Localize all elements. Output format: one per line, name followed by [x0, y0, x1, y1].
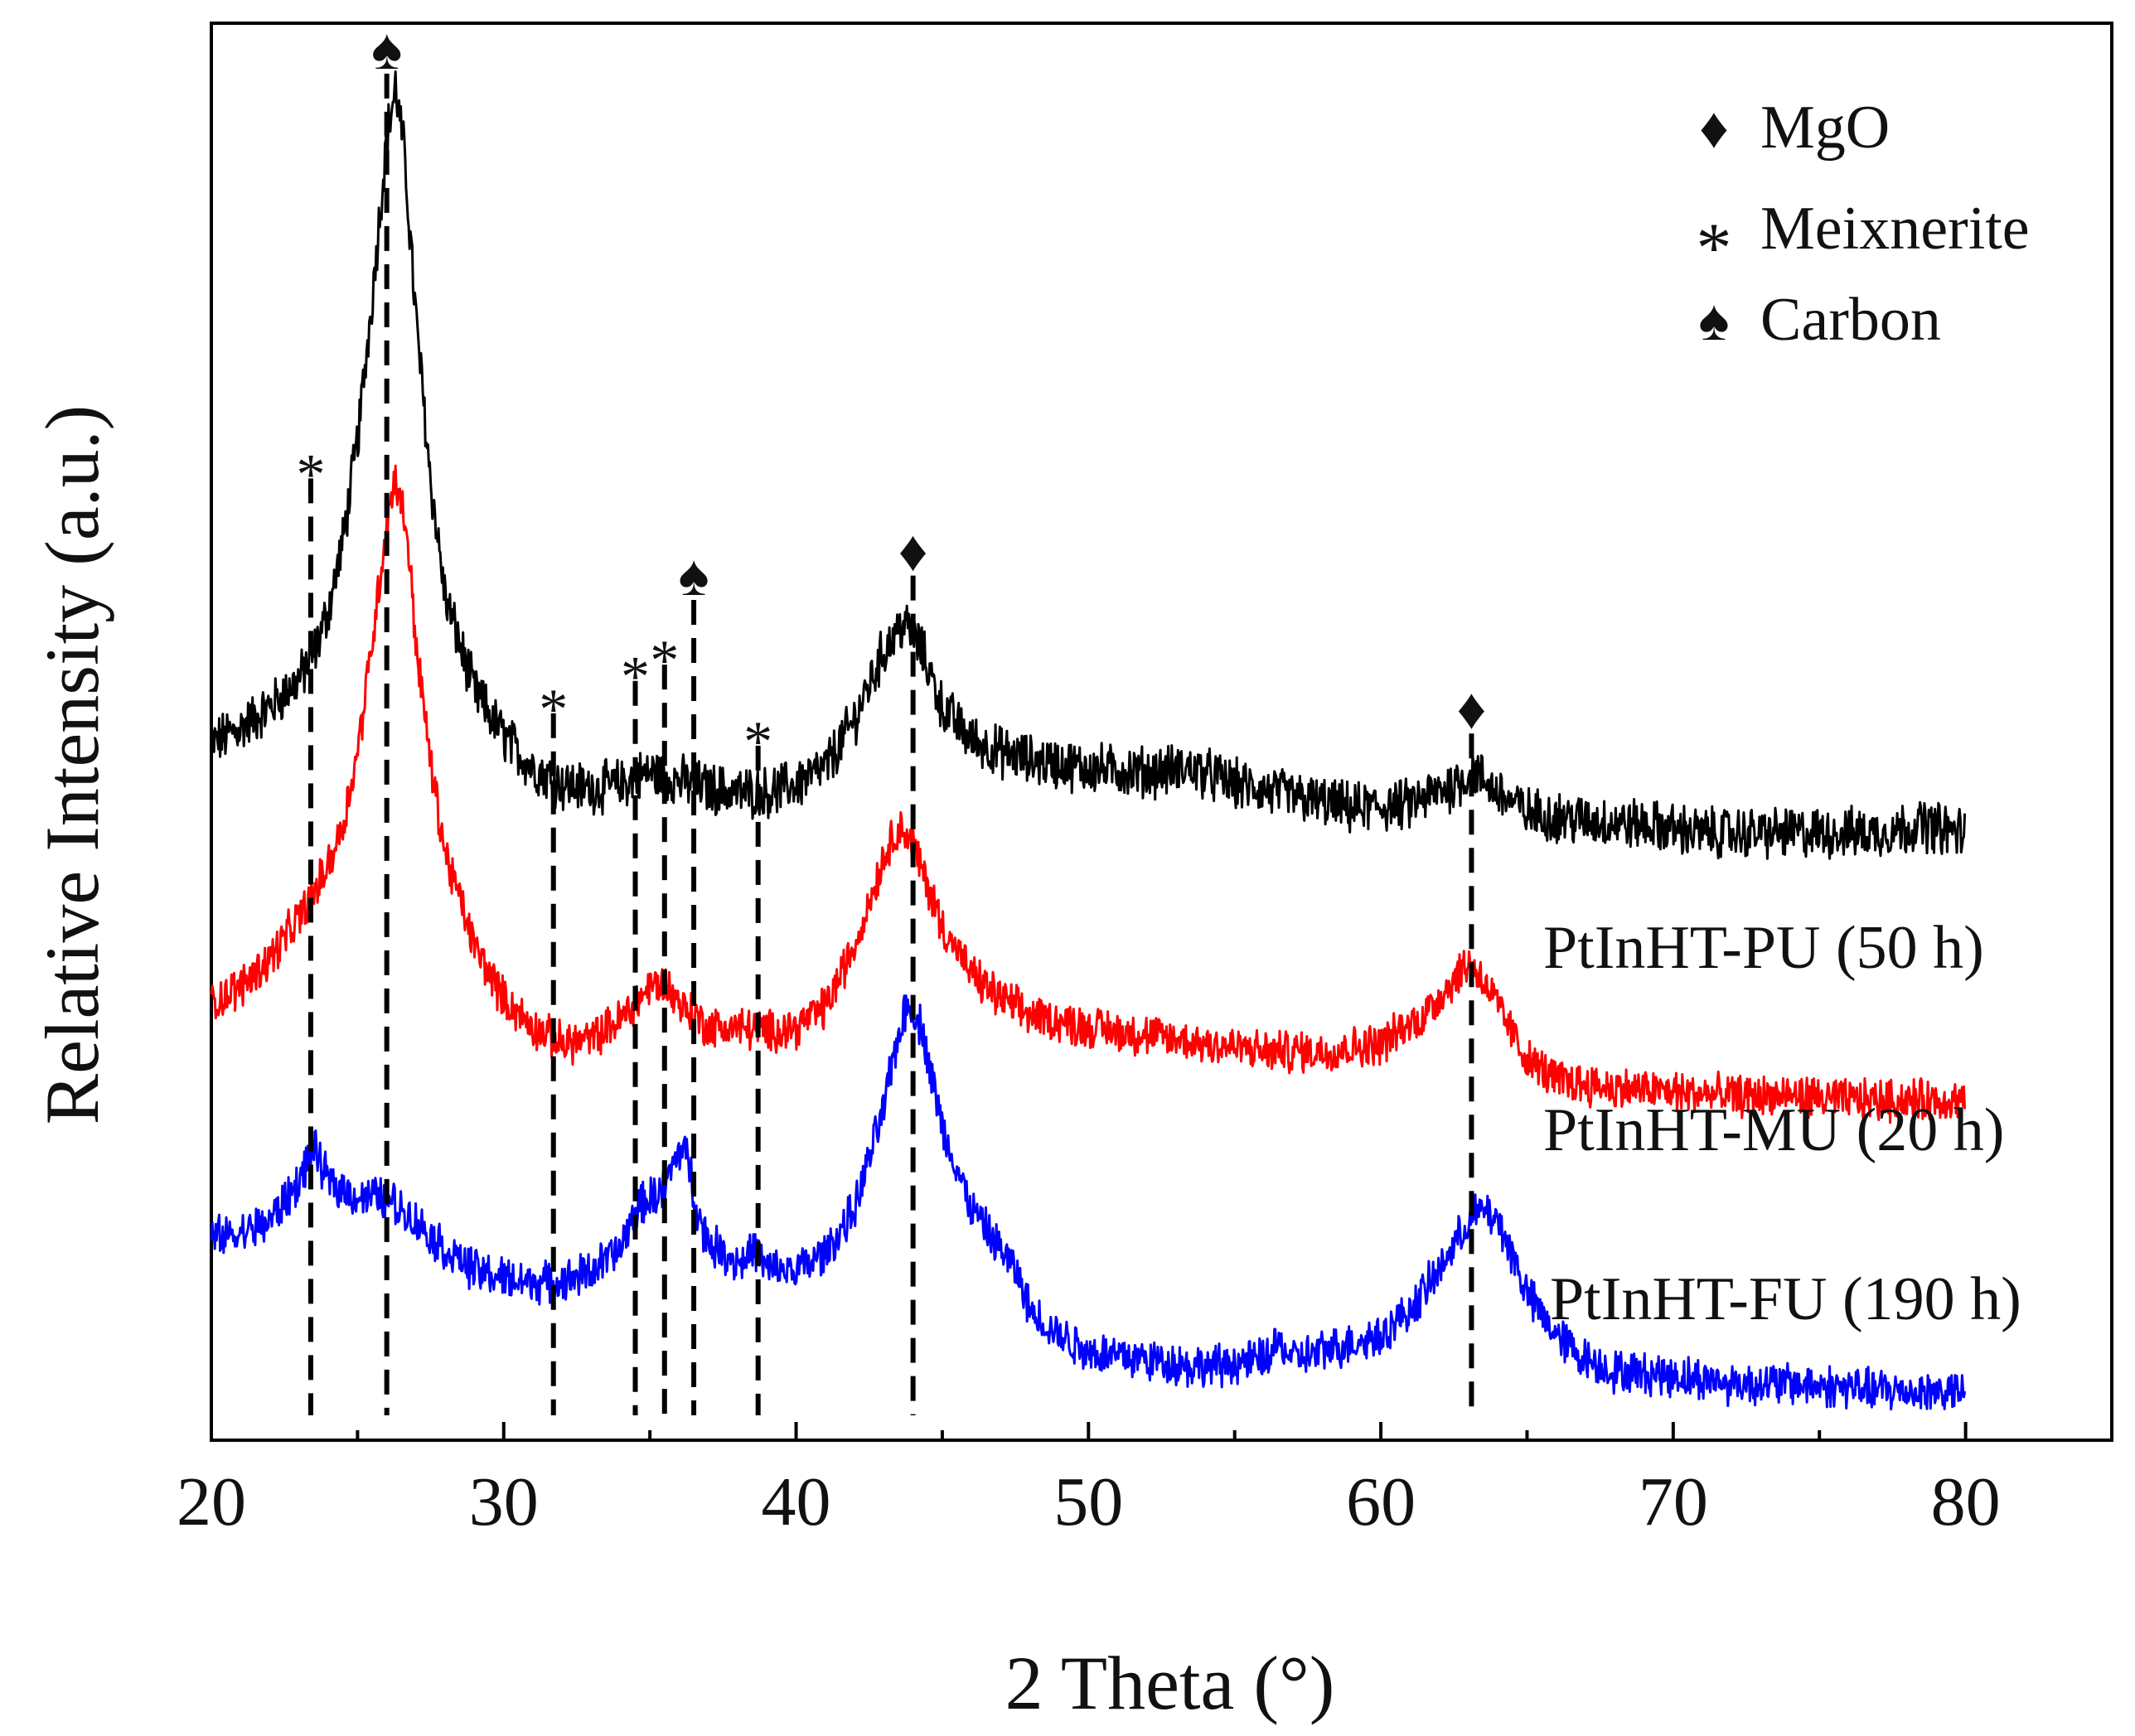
series-2 — [210, 464, 1967, 1124]
legend-diamond-icon: ♦ — [1699, 97, 1729, 161]
legend-label-mgo: MgO — [1760, 94, 1890, 162]
peak-marker-meixnerite: * — [743, 710, 772, 774]
peak-marker-meixnerite: * — [539, 678, 568, 742]
peak-marker-mgo: ♦ — [898, 520, 928, 584]
series-line-2 — [210, 464, 1967, 1124]
legend-label-carbon: Carbon — [1760, 286, 1941, 354]
series-line-1 — [210, 70, 1967, 860]
peak-marker-carbon: ♠ — [678, 544, 709, 608]
x-axis-title: 2 Theta (°) — [1005, 1641, 1335, 1725]
series-label-1: PtInHT-PU (50 h) — [1543, 914, 1984, 982]
peak-marker-mgo: ♦ — [1457, 678, 1487, 742]
x-tick-label: 60 — [1346, 1463, 1416, 1540]
series-line-3 — [210, 994, 1967, 1411]
peak-marker-carbon: ♠ — [371, 18, 402, 82]
x-tick-label: 80 — [1931, 1463, 2001, 1540]
series-3 — [210, 994, 1967, 1411]
peak-marker-meixnerite: * — [650, 629, 679, 693]
series-1 — [210, 70, 1967, 860]
x-tick-label: 40 — [762, 1463, 831, 1540]
series-label-2: PtInHT-MU (20 h) — [1543, 1096, 2004, 1164]
series-label-3: PtInHT-FU (190 h) — [1550, 1265, 2021, 1333]
legend-spade-icon: ♠ — [1698, 289, 1729, 353]
x-tick-label: 20 — [177, 1463, 246, 1540]
x-tick-label: 30 — [469, 1463, 539, 1540]
x-tick-label: 50 — [1053, 1463, 1123, 1540]
legend-label-meixnerite: Meixnerite — [1760, 195, 2030, 263]
x-tick-label: 70 — [1639, 1463, 1708, 1540]
y-axis-title: Relative Intensity (a.u.) — [30, 405, 114, 1125]
peak-marker-meixnerite: * — [621, 646, 650, 709]
legend: ♦ MgO * Meixnerite ♠ Carbon — [1697, 94, 2030, 354]
legend-asterisk-icon: * — [1697, 208, 1732, 288]
peak-marker-meixnerite: * — [296, 442, 325, 506]
